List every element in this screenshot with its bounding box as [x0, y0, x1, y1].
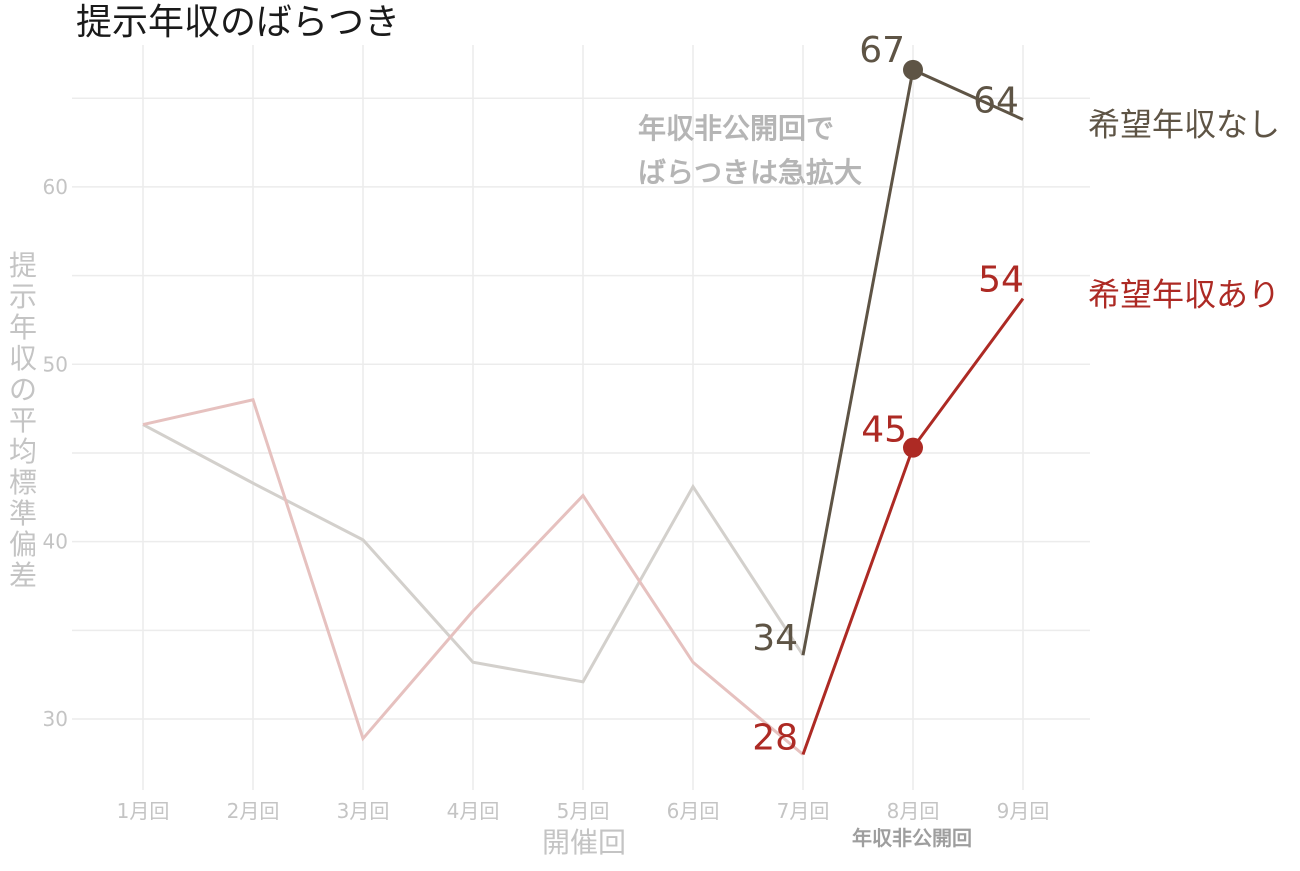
annotation-line-1: 年収非公開回で	[638, 112, 834, 145]
series-end-label: 希望年収あり	[1088, 276, 1280, 314]
x-tick-label: 3月回	[337, 799, 390, 823]
chart-title: 提示年収のばらつき	[76, 2, 400, 43]
y-axis-label-char: 提	[9, 249, 37, 282]
faded-series-layer	[142, 397, 805, 756]
y-axis-label: 提示年収の平均標準偏差	[9, 249, 37, 592]
y-axis-label-char: の	[9, 373, 37, 406]
y-axis-label-char: 偏	[9, 528, 37, 561]
y-tick-label: 40	[43, 530, 68, 554]
x-tick-label: 6月回	[667, 799, 720, 823]
x-axis-sublabel: 年収非公開回	[852, 826, 972, 850]
data-label: 67	[859, 30, 905, 71]
series-point	[903, 59, 923, 80]
y-axis-label-char: 示	[9, 280, 37, 313]
x-axis-label: 開催回	[542, 826, 626, 859]
y-axis-label-char: 差	[9, 559, 37, 592]
x-tick-label: 1月回	[117, 799, 170, 823]
data-label: 45	[861, 410, 907, 451]
y-axis-label-char: 準	[9, 497, 37, 530]
annotation-line-2: ばらつきは急拡大	[638, 156, 862, 189]
x-tick-label: 8月回	[887, 799, 940, 823]
y-axis-label-char: 均	[9, 435, 37, 468]
data-label: 28	[752, 718, 798, 759]
y-axis-label-char: 年	[9, 311, 37, 344]
y-axis-label-char: 標	[9, 466, 37, 499]
series-end-label: 希望年収なし	[1088, 106, 1280, 144]
series-line-faded	[142, 423, 805, 684]
highlighted-series-layer	[801, 59, 1025, 756]
y-tick-label: 50	[43, 352, 68, 376]
x-tick-label: 7月回	[777, 799, 830, 823]
x-tick-label: 2月回	[227, 799, 280, 823]
data-label: 34	[752, 618, 798, 659]
x-tick-label: 4月回	[447, 799, 500, 823]
data-label: 54	[978, 260, 1024, 301]
y-tick-label: 30	[43, 707, 68, 731]
y-axis-label-char: 収	[9, 342, 37, 375]
series-point	[903, 437, 923, 458]
data-label: 64	[973, 81, 1019, 122]
grid-layer: 30 40 50 60 1月回 2月回 3月回 4月回 5月回 6月回 7月回 8月回 9月回	[43, 45, 1090, 823]
x-tick-label: 5月回	[557, 799, 610, 823]
x-tick-label: 9月回	[997, 799, 1050, 823]
labels-layer: 34 67 64 希望年収なし 28 45 54 希望年収あり	[752, 30, 1280, 759]
series-line-faded	[142, 397, 804, 756]
y-axis-label-char: 平	[9, 404, 37, 437]
y-tick-label: 60	[43, 175, 68, 199]
